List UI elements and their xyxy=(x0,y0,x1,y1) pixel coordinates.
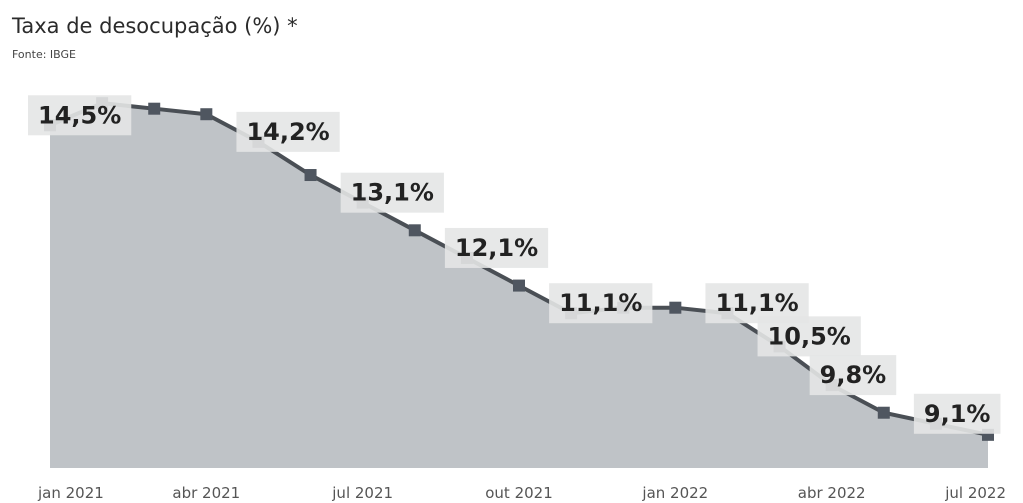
x-tick-label: jan 2022 xyxy=(641,484,708,502)
data-label: 10,5% xyxy=(768,322,851,350)
data-label-background xyxy=(913,393,1001,434)
data-point-marker xyxy=(513,279,525,292)
data-label: 9,8% xyxy=(820,361,887,389)
chart-source: Fonte: IBGE xyxy=(12,48,76,61)
data-label: 9,1% xyxy=(924,400,991,428)
data-point-marker xyxy=(304,169,317,182)
data-label-background xyxy=(28,95,132,136)
data-label-background xyxy=(549,283,653,324)
data-label: 14,2% xyxy=(246,118,329,146)
data-label: 11,1% xyxy=(559,289,642,317)
x-tick-label: out 2021 xyxy=(485,484,553,502)
x-tick-label: jul 2022 xyxy=(944,484,1006,502)
data-label: 11,1% xyxy=(715,289,798,317)
data-point-marker xyxy=(669,301,682,314)
data-label: 14,5% xyxy=(38,101,121,129)
data-label-background xyxy=(809,355,897,396)
x-tick-label: abr 2021 xyxy=(172,484,240,502)
data-point-marker xyxy=(877,406,890,419)
x-tick-label: jul 2021 xyxy=(331,484,393,502)
data-label-background xyxy=(236,111,340,152)
x-tick-label: abr 2022 xyxy=(798,484,866,502)
data-point-marker xyxy=(408,224,421,237)
data-label-background xyxy=(444,227,549,268)
data-label-background xyxy=(757,316,861,357)
data-point-marker xyxy=(200,108,213,121)
data-label-background xyxy=(340,172,444,213)
data-label: 13,1% xyxy=(351,179,434,207)
x-tick-label: jan 2021 xyxy=(37,484,104,502)
data-label: 12,1% xyxy=(455,234,538,262)
data-point-marker xyxy=(148,102,161,115)
chart-title: Taxa de desocupação (%) * xyxy=(12,14,298,38)
